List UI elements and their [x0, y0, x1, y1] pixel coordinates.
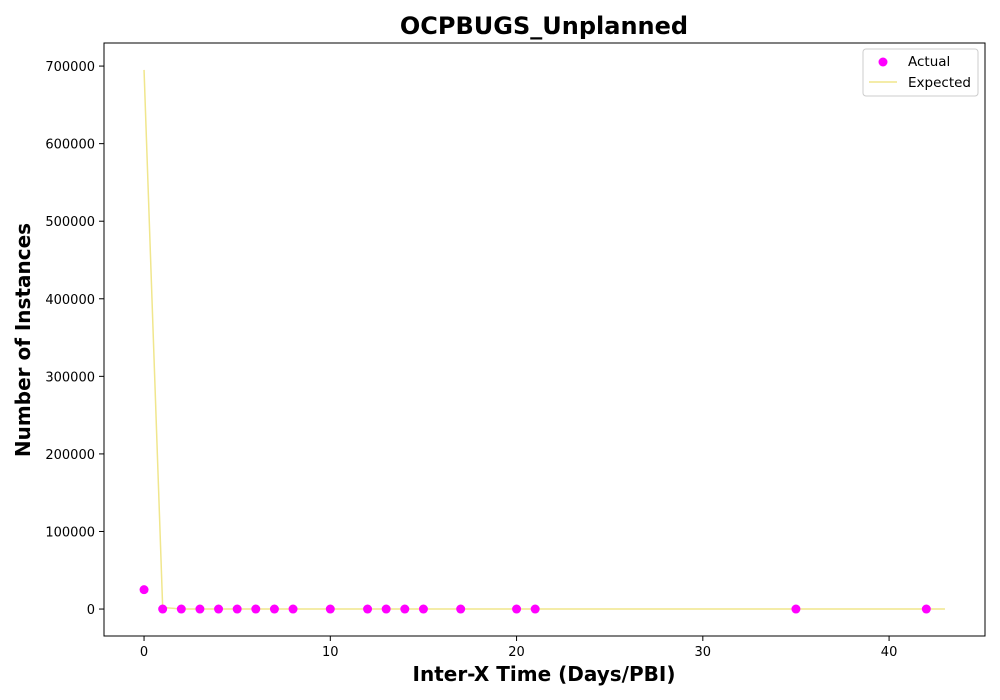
- plot-frame: [103, 42, 986, 637]
- y-tick-label: 300000: [45, 370, 95, 385]
- legend-actual-label: Actual: [908, 54, 950, 70]
- actual-point: [325, 604, 335, 614]
- x-tick-label: 40: [881, 645, 898, 660]
- y-tick-label: 0: [87, 603, 95, 618]
- actual-point: [158, 604, 168, 614]
- y-tick-label: 600000: [45, 138, 95, 153]
- y-tick-label: 200000: [45, 448, 95, 463]
- actual-point: [232, 604, 242, 614]
- actual-point: [512, 604, 522, 614]
- legend-expected-label: Expected: [908, 75, 971, 91]
- y-axis-label: Number of Instances: [11, 223, 35, 457]
- expected-line: [143, 69, 945, 610]
- x-tick-label: 20: [508, 645, 525, 660]
- actual-point: [400, 604, 410, 614]
- actual-point: [921, 604, 931, 614]
- actual-point: [456, 604, 466, 614]
- actual-point: [288, 604, 298, 614]
- actual-point: [418, 604, 428, 614]
- expected-series: [143, 69, 945, 610]
- actual-point: [214, 604, 224, 614]
- x-tick-label: 0: [140, 645, 148, 660]
- chart-title: OCPBUGS_Unplanned: [400, 12, 688, 40]
- y-tick-label: 400000: [45, 293, 95, 308]
- actual-point: [530, 604, 540, 614]
- legend-actual-marker: [878, 57, 888, 67]
- y-tick-label: 700000: [45, 60, 95, 75]
- x-axis-label: Inter-X Time (Days/PBI): [413, 662, 676, 686]
- actual-point: [176, 604, 186, 614]
- actual-point: [363, 604, 373, 614]
- actual-point: [381, 604, 391, 614]
- y-tick-label: 500000: [45, 215, 95, 230]
- x-tick-label: 30: [695, 645, 712, 660]
- actual-point: [195, 604, 205, 614]
- actual-point: [269, 604, 279, 614]
- x-tick-label: 10: [322, 645, 339, 660]
- legend-box: [862, 48, 979, 97]
- plot-area: 0 10 20 30 40 0 100000 200000 300000 400000 50000…: [45, 42, 986, 660]
- actual-point: [251, 604, 261, 614]
- actual-series: [139, 585, 931, 614]
- actual-point: [791, 604, 801, 614]
- y-tick-label: 100000: [45, 525, 95, 540]
- actual-point: [139, 585, 149, 595]
- legend: Actual Expected: [862, 48, 979, 97]
- x-axis-ticks: 0 10 20 30 40: [140, 636, 897, 660]
- y-axis-ticks: 0 100000 200000 300000 400000 500000 600000 700…: [45, 60, 104, 618]
